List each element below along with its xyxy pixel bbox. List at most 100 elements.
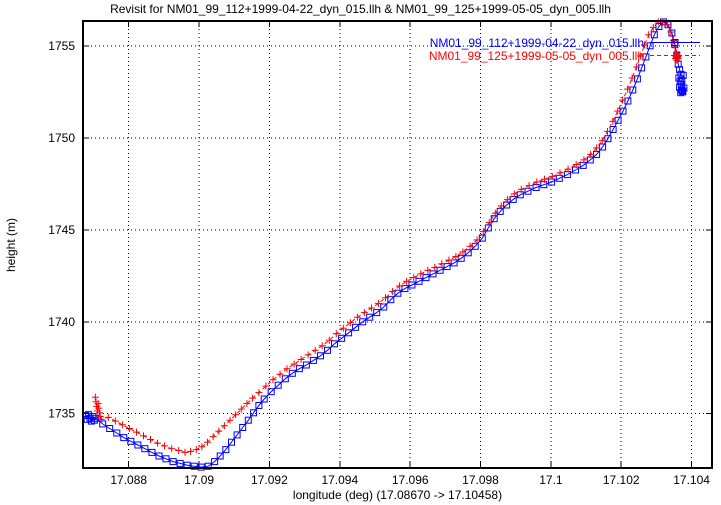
data-marker-square [464,249,472,257]
data-marker-square [288,369,296,377]
legend-label-series2: NM01_99_125+1999-05-05_dyn_005.llh [428,48,644,63]
y-axis-label: height (m) [4,217,18,273]
data-marker-square [503,201,511,209]
x-tick-label: 17.098 [462,473,499,487]
data-marker-square [90,416,98,424]
legend-sample-line-plus-icon [650,52,700,59]
data-marker-square [624,97,632,105]
data-marker-square [317,352,324,360]
data-marker-square [345,329,353,337]
legend-sample-line-square-icon [650,39,700,46]
data-marker-square [302,361,310,369]
data-marker-square [113,429,121,437]
data-marker-square [281,375,289,383]
data-marker-square [352,323,360,331]
data-marker-square [222,446,230,454]
data-marker-square [443,263,451,271]
data-marker-square [148,448,156,456]
data-marker-square [401,285,409,293]
data-marker-square [155,452,163,460]
data-marker-square [250,409,258,417]
x-tick-label: 17.088 [110,473,147,487]
data-marker-square [106,425,114,432]
data-marker-square [92,414,100,422]
y-tick-label: 1755 [48,39,75,53]
y-tick-label: 1740 [48,315,75,329]
data-marker-square [127,437,135,445]
data-marker-square [572,166,579,174]
data-marker-square [457,254,465,262]
data-marker-square [274,381,282,389]
data-marker-square [450,259,458,267]
data-marker-square [548,178,556,186]
data-marker-square [609,126,617,133]
chart-title: Revisit for NM01_99_112+1999-04-22_dyn_0… [110,2,611,16]
data-marker-square [373,309,381,317]
data-marker-square [638,64,646,72]
x-tick-label: 17.096 [392,473,429,487]
data-marker-square [579,161,587,169]
data-marker-square [244,416,252,424]
legend-entry-series2: NM01_99_125+1999-05-05_dyn_005.llh [428,48,701,63]
x-tick-label: 17.1 [539,473,563,487]
data-marker-square [204,462,212,470]
data-marker-square [680,84,688,92]
data-marker-square [239,424,247,431]
data-marker-square [629,86,637,94]
data-marker-square [233,431,241,439]
data-marker-square [255,402,263,409]
x-tick-label: 17.09 [184,473,214,487]
data-marker-square [540,181,548,189]
data-marker-square [216,452,224,460]
plot-border [82,20,713,469]
data-marker-square [676,66,684,74]
x-axis-label: longitude (deg) (17.08670 -> 17.10458) [292,488,503,502]
data-marker-square [394,289,402,297]
legend-label-series1: NM01_99_112+1999-04-22_dyn_015.llh [429,35,644,50]
data-marker-square [524,187,532,195]
data-marker-square [190,462,198,470]
data-marker-square [324,346,331,354]
data-marker-square [380,303,388,311]
legend-entry-series1: NM01_99_112+1999-04-22_dyn_015.llh [429,35,701,50]
data-marker-square [260,395,268,403]
data-marker-square [555,174,563,182]
x-tick-label: 17.104 [673,473,710,487]
data-marker-square [633,75,641,83]
data-marker-square [169,458,177,466]
series-line-2 [94,21,681,453]
data-marker-square [429,270,437,278]
data-marker-square [642,53,650,61]
data-marker-square [295,365,303,373]
data-marker-square [604,135,612,143]
data-marker-square [162,455,170,463]
y-tick-label: 1745 [48,223,75,237]
data-marker-square [134,441,142,449]
data-marker-square [655,23,663,30]
x-tick-label: 17.092 [251,473,288,487]
data-marker-square [267,388,275,396]
data-marker-square [141,445,149,453]
data-marker-square [415,277,423,285]
data-marker-square [120,434,128,442]
data-marker-square [99,420,107,428]
data-marker-square [408,281,416,289]
y-tick-label: 1750 [48,131,75,145]
data-marker-square [532,184,540,191]
data-marker-square [366,313,374,321]
legend: NM01_99_112+1999-04-22_dyn_015.llh NM01_… [428,35,701,63]
data-marker-square [176,459,184,467]
data-marker-square [338,334,346,342]
data-marker-square [614,116,622,124]
y-tick-label: 1735 [48,407,75,421]
data-marker-square [309,356,317,364]
x-tick-label: 17.102 [603,473,640,487]
data-marker-square [228,438,235,446]
data-marker-square [516,191,524,199]
data-marker-square [478,234,486,242]
data-marker-square [422,274,430,282]
x-tick-label: 17.094 [321,473,358,487]
data-marker-square [387,296,395,304]
